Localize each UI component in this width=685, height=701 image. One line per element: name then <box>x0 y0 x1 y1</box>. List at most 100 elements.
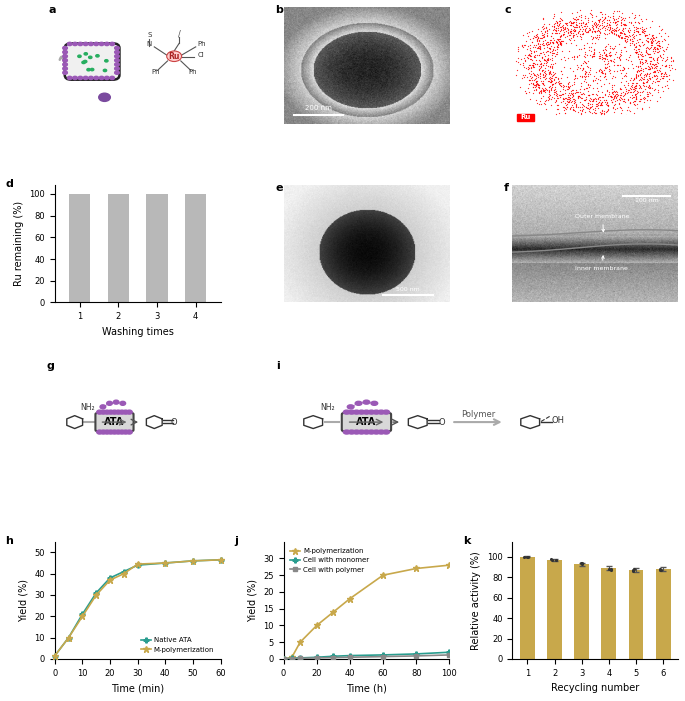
Point <box>648 75 659 86</box>
Point <box>649 43 660 54</box>
Point <box>606 25 616 36</box>
Point <box>551 43 562 55</box>
Point <box>642 67 653 79</box>
Point <box>619 22 630 33</box>
Point <box>549 84 560 95</box>
Point <box>596 11 607 22</box>
Point <box>534 85 545 96</box>
Point <box>614 39 625 50</box>
Point <box>616 83 627 95</box>
Point <box>527 58 538 69</box>
Point <box>608 56 619 67</box>
Point <box>571 13 582 25</box>
Point <box>589 18 600 29</box>
Text: Ph: Ph <box>197 41 206 47</box>
Point <box>535 33 546 44</box>
Point <box>568 93 579 104</box>
Bar <box>574 564 589 659</box>
Circle shape <box>97 430 102 434</box>
Point <box>525 93 536 104</box>
Point <box>564 89 575 100</box>
Point <box>651 76 662 87</box>
Point <box>632 22 643 34</box>
Point <box>524 75 535 86</box>
Point <box>586 34 597 45</box>
Point <box>629 83 640 95</box>
Point <box>661 55 672 66</box>
Point <box>584 89 595 100</box>
Point <box>594 53 605 64</box>
Point <box>555 90 566 101</box>
Point <box>628 27 639 38</box>
Point <box>597 86 608 97</box>
Point <box>550 48 561 60</box>
Point <box>582 55 593 67</box>
Point <box>575 5 586 16</box>
Point <box>593 50 604 62</box>
Point <box>556 13 566 25</box>
Point <box>646 30 657 41</box>
Point <box>645 21 656 32</box>
Point <box>558 36 569 47</box>
Text: 689: 689 <box>537 113 547 118</box>
Point <box>633 51 644 62</box>
Point <box>538 79 549 90</box>
Point <box>614 64 625 76</box>
Point <box>623 54 634 65</box>
Point <box>540 22 551 33</box>
Point <box>545 76 556 87</box>
Text: /: / <box>177 29 181 39</box>
Point <box>652 60 663 72</box>
Text: Cl: Cl <box>197 53 204 58</box>
Point <box>638 94 649 105</box>
Point <box>555 21 566 32</box>
Point <box>637 63 648 74</box>
Point <box>558 62 569 73</box>
Point <box>578 55 589 67</box>
Point <box>530 32 541 43</box>
Point <box>613 94 624 105</box>
Point <box>653 36 664 47</box>
X-axis label: Recycling number: Recycling number <box>551 683 639 693</box>
Point <box>544 81 555 93</box>
Point <box>646 35 657 46</box>
Native ATA <box>64 634 73 642</box>
Point <box>589 25 600 36</box>
Point <box>551 22 562 34</box>
Point <box>576 88 587 100</box>
Point <box>623 95 634 106</box>
Point <box>640 55 651 67</box>
Point <box>628 86 639 97</box>
Point <box>599 70 610 81</box>
Point <box>598 53 609 64</box>
Point <box>643 88 653 100</box>
Point <box>583 86 594 97</box>
Point <box>614 91 625 102</box>
Point <box>583 61 594 72</box>
Point <box>604 41 615 52</box>
Point <box>643 62 654 73</box>
Point <box>580 48 590 60</box>
Point <box>627 35 638 46</box>
Point <box>597 14 608 25</box>
Point <box>649 32 660 43</box>
Point <box>558 25 569 36</box>
Point <box>603 64 614 75</box>
Text: Inner membrane: Inner membrane <box>575 256 628 271</box>
Bar <box>656 569 671 659</box>
Point <box>581 92 592 103</box>
Point <box>606 94 616 105</box>
Point <box>539 84 550 95</box>
Point <box>632 47 643 58</box>
Point <box>573 91 584 102</box>
Circle shape <box>348 410 355 414</box>
Point <box>648 60 659 71</box>
Point <box>588 107 599 118</box>
Point <box>557 29 568 41</box>
Point <box>553 78 564 89</box>
Point <box>558 23 569 34</box>
Point <box>560 93 571 104</box>
Point <box>565 93 576 104</box>
Point <box>526 72 537 83</box>
Point <box>582 83 593 94</box>
